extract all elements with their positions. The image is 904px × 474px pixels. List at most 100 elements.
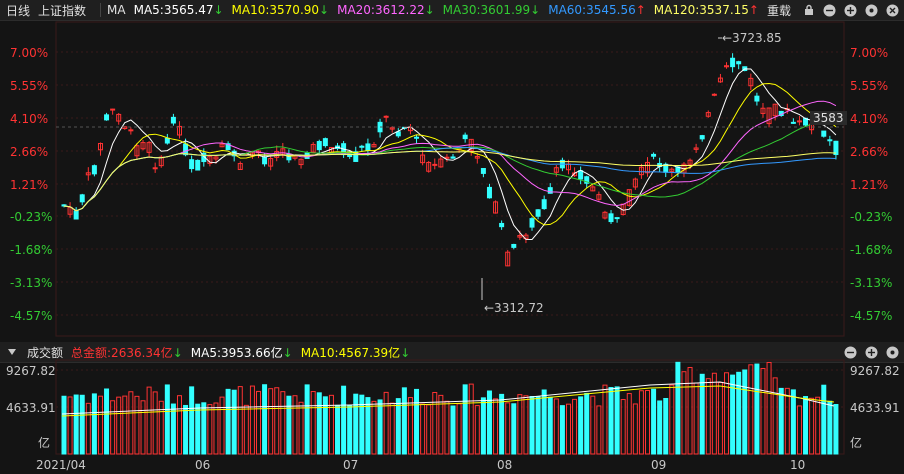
candle-body (578, 170, 584, 180)
candle-body (414, 136, 420, 139)
zoom-in-icon[interactable] (843, 3, 858, 18)
volume-bar (85, 402, 91, 455)
volume-bar (359, 394, 365, 455)
collapse-icon[interactable] (4, 345, 19, 360)
ma5-label: MA5:3565.47↓ (133, 3, 224, 17)
volume-bar (292, 395, 298, 455)
overlay-button[interactable]: 重载 (766, 3, 791, 18)
candle-body (195, 159, 201, 171)
candle-body (730, 57, 736, 68)
left-axis-label: -4.57% (10, 309, 53, 323)
index-name[interactable]: 上证指数 (38, 3, 87, 18)
candle-body (176, 125, 182, 136)
volume-bar (365, 397, 371, 455)
volume-zoom-in-icon[interactable] (864, 345, 879, 360)
volume-bar (110, 400, 116, 455)
volume-bar (590, 395, 596, 455)
candle-body (444, 156, 450, 159)
candle-body (833, 140, 839, 156)
right-axis-label: 7.00% (850, 46, 889, 60)
candle-body (790, 121, 796, 124)
volume-bar (164, 384, 170, 455)
ma10-line (63, 82, 837, 226)
volume-bar (407, 397, 413, 455)
left-axis-label: 5.55% (10, 79, 49, 93)
date-label: 07 (343, 458, 359, 472)
ma20-label: MA20:3612.22↓ (337, 3, 435, 17)
candle-body (553, 167, 559, 173)
volume-bar (499, 393, 505, 455)
zoom-out-icon[interactable] (822, 3, 837, 18)
candle-body (626, 189, 632, 206)
candle-body (450, 156, 456, 159)
volume-bar (480, 397, 486, 455)
volume-bar (140, 400, 146, 455)
volume-zoom-out-icon[interactable] (843, 345, 858, 360)
volume-axis-top-left: 9267.82 (6, 364, 56, 378)
candle-body (827, 139, 833, 142)
candle-body (687, 159, 693, 165)
volume-bar (91, 393, 97, 455)
volume-bar (456, 403, 462, 455)
candle-body (511, 243, 517, 248)
candle-body (262, 156, 268, 165)
candle-body (474, 156, 480, 159)
candle-body (645, 161, 650, 174)
volume-settings-icon[interactable] (885, 345, 900, 360)
volume-bar (146, 386, 152, 455)
candle-body (493, 201, 499, 214)
volume-bar (304, 384, 310, 455)
candle-body (602, 211, 608, 219)
candle-body (462, 134, 468, 140)
candle-body (754, 95, 760, 102)
volume-bar (766, 362, 772, 455)
volume-bar (833, 403, 839, 455)
ma20-line (63, 100, 837, 212)
volume-bar (286, 395, 292, 455)
volume-bar (705, 378, 711, 455)
volume-bar (122, 395, 128, 455)
volume-bar (754, 363, 760, 455)
candle-body (693, 147, 699, 150)
volume-bar (736, 371, 742, 455)
volume-bar (584, 392, 590, 455)
volume-bar (170, 403, 176, 455)
close-icon[interactable] (885, 3, 900, 18)
volume-bar (195, 403, 201, 455)
volume-bar (474, 405, 480, 455)
volume-bar (73, 394, 79, 455)
candle-body (183, 143, 189, 156)
ma10-label: MA10:3570.90↓ (231, 3, 330, 17)
tab-daily[interactable]: 日线 (6, 3, 31, 18)
candle-body (85, 172, 91, 176)
volume-bar (268, 388, 274, 455)
volume-ma10-line (61, 385, 835, 417)
volume-bar (517, 394, 523, 455)
candle-body (104, 114, 110, 121)
volume-bar (444, 400, 450, 455)
volume-bar (280, 391, 286, 455)
volume-bar (395, 398, 401, 455)
indicator-selector[interactable]: MA (107, 3, 126, 17)
volume-bar (657, 400, 663, 455)
volume-axis-mid-right: 4633.91 (850, 401, 900, 415)
volume-bar (687, 366, 693, 455)
left-axis-label: 2.66% (10, 145, 49, 159)
volume-bar (61, 395, 67, 455)
volume-bar (183, 404, 189, 455)
volume-bar (790, 389, 796, 455)
lock-icon[interactable] (801, 3, 816, 18)
candle-body (164, 137, 170, 144)
candle-body (61, 204, 67, 207)
volume-title[interactable]: 成交额 (27, 345, 64, 360)
right-axis-label: -3.13% (850, 276, 893, 290)
volume-bar (341, 385, 347, 455)
candle-body (748, 77, 754, 87)
candle-body (225, 143, 231, 151)
volume-bar (67, 396, 73, 455)
candle-body (760, 107, 766, 114)
price-frame (55, 21, 845, 337)
settings-icon[interactable] (864, 3, 879, 18)
volume-bar (134, 395, 140, 455)
